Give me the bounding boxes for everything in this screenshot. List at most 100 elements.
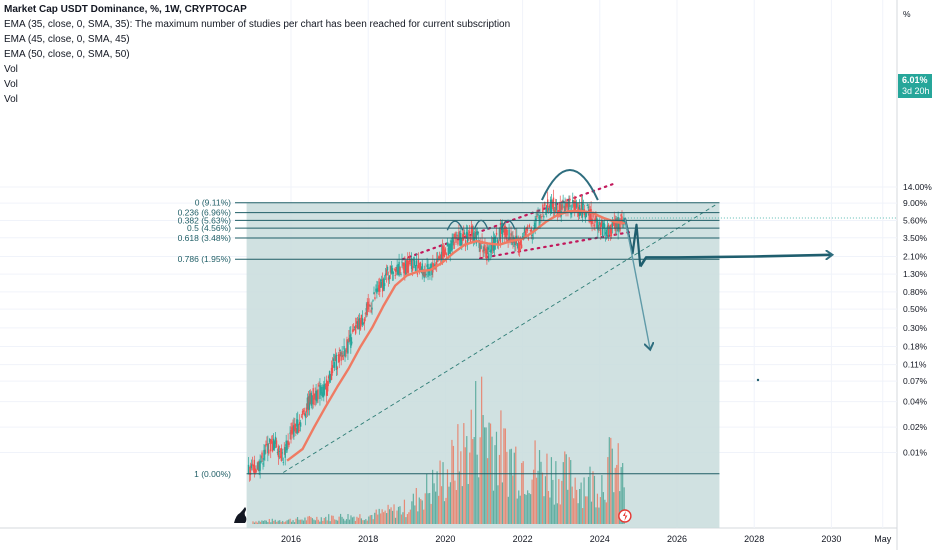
volume-bar-10 [267, 522, 269, 524]
legend-ema50[interactable]: EMA (50, close, 0, SMA, 50) [4, 49, 130, 60]
volume-bar-195 [541, 472, 544, 524]
time-axis[interactable]: 2016 2018 2020 2022 2024 2026 2028 2030 May [234, 507, 892, 544]
candle-body-344 [579, 211, 582, 216]
fib-label-4: 0.618 (3.48%) [178, 233, 232, 243]
candle-body-48 [294, 423, 296, 430]
legend-ema45[interactable]: EMA (45, close, 0, SMA, 45) [4, 34, 130, 45]
candle-body-80 [325, 385, 327, 387]
candle-body-364 [599, 221, 601, 226]
volume-bar-175 [512, 475, 514, 524]
x-tick-label-6: 2028 [744, 534, 764, 544]
legend-vol-2[interactable]: Vol [4, 79, 18, 90]
candle-body-113 [356, 321, 359, 329]
candle-body-89 [333, 362, 336, 368]
y-tick-label-15: 0.01% [903, 448, 928, 458]
volume-bar-229 [592, 471, 594, 524]
volume-bar-123 [435, 491, 437, 524]
x-tick-label-7: 2030 [821, 534, 841, 544]
candle-body-317 [553, 210, 556, 212]
candle-body-300 [537, 213, 539, 216]
volume-bar-171 [506, 451, 508, 524]
volume-bar-100 [400, 514, 403, 524]
candle-body-246 [485, 249, 487, 259]
candle-body-355 [590, 208, 592, 225]
volume-bar-243 [613, 492, 615, 524]
volume-bar-237 [604, 499, 606, 524]
candle-body-293 [530, 228, 532, 234]
volume-bar-53 [331, 515, 333, 524]
candle-body-81 [326, 379, 328, 396]
candle-body-385 [619, 219, 621, 231]
candle-body-376 [610, 227, 613, 237]
volume-bar-56 [335, 519, 337, 524]
volume-bar-110 [415, 487, 417, 524]
candle-body-262 [500, 224, 503, 228]
candle-body-8 [255, 470, 257, 472]
candle-body-270 [508, 229, 510, 241]
volume-bar-43 [316, 516, 318, 524]
volume-bar-25 [289, 518, 291, 524]
volume-bar-152 [478, 477, 480, 524]
candle-body-219 [459, 233, 461, 246]
candle-body-171 [412, 259, 415, 261]
volume-bar-101 [402, 512, 404, 524]
volume-bar-209 [562, 462, 564, 524]
y-tick-label-8: 0.50% [903, 304, 928, 314]
y-tick-label-5: 2.10% [903, 252, 928, 262]
volume-bar-124 [436, 471, 438, 524]
candle-body-245 [484, 245, 486, 250]
volume-bar-222 [581, 508, 584, 524]
candle-body-232 [471, 225, 474, 237]
candle-body-121 [364, 313, 367, 315]
candle-body-146 [388, 275, 391, 280]
projection-drawings[interactable] [446, 169, 831, 382]
volume-bar-65 [348, 519, 351, 524]
volume-bar-107 [411, 501, 413, 524]
price-axis[interactable]: % 14.00% 9.00% 5.60% 3.50% 2.10% 1.30% 0.80% 0.5… [903, 9, 932, 458]
candle-body-380 [614, 220, 616, 231]
candle-body-240 [479, 241, 481, 252]
candle-body-201 [441, 245, 444, 259]
volume-bar-185 [527, 490, 529, 524]
volume-bar-206 [558, 479, 560, 524]
candle-body-29 [275, 440, 278, 448]
volume-bar-90 [386, 513, 388, 524]
volume-bar-114 [421, 500, 423, 524]
candle-body-119 [362, 323, 365, 325]
candle-body-207 [447, 247, 449, 256]
x-tick-label-5: 2026 [667, 534, 687, 544]
volume-bar-108 [412, 493, 414, 524]
candle-body-156 [398, 261, 400, 276]
candle-body-384 [618, 221, 620, 229]
candle-body-47 [293, 425, 295, 437]
candle-body-60 [305, 407, 308, 413]
volume-bar-68 [353, 516, 355, 524]
candle-body-306 [543, 216, 545, 218]
volume-bar-119 [429, 492, 431, 524]
volume-bar-192 [537, 470, 539, 524]
volume-bar-41 [313, 519, 315, 524]
symbol-title[interactable]: Market Cap USDT Dominance, %, 1W, CRYPTO… [4, 4, 247, 15]
legend-vol-1[interactable]: Vol [4, 64, 18, 75]
candle-body-172 [413, 260, 416, 266]
legend-vol-3[interactable]: Vol [4, 94, 18, 105]
volume-bar-174 [510, 448, 512, 524]
volume-bar-145 [467, 484, 469, 524]
candle-body-185 [426, 264, 428, 267]
volume-bar-200 [549, 497, 551, 524]
volume-bar-136 [454, 480, 456, 524]
candle-body-288 [525, 227, 528, 230]
volume-bar-224 [584, 496, 587, 524]
candle-body-241 [480, 245, 482, 249]
stray-dot [756, 378, 760, 382]
volume-bar-233 [598, 507, 600, 524]
candle-body-345 [580, 201, 583, 211]
candle-body-12 [259, 461, 261, 471]
legend-ema35[interactable]: EMA (35, close, 0, SMA, 35): The maximum… [4, 19, 511, 30]
fib-label-3: 0.5 (4.56%) [187, 223, 231, 233]
candle-body-35 [281, 452, 284, 454]
candle-body-142 [384, 273, 387, 276]
volume-bar-202 [552, 479, 554, 524]
